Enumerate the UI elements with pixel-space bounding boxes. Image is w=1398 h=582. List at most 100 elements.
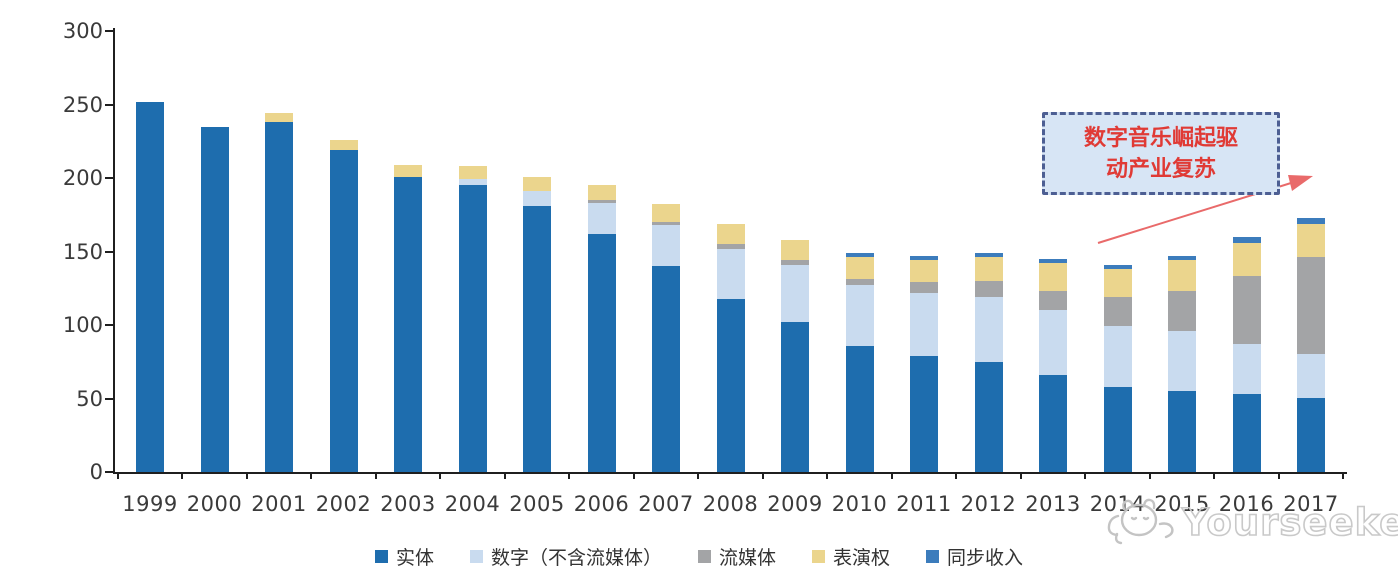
bar-segment-实体	[136, 101, 164, 472]
bar-2010	[845, 252, 874, 472]
legend-item-实体: 实体	[374, 543, 434, 570]
bar-segment-实体	[265, 122, 293, 472]
bar-segment-表演权	[1039, 263, 1067, 292]
bar-segment-实体	[845, 345, 874, 472]
y-axis-tick	[105, 471, 113, 473]
legend-swatch-icon	[812, 550, 825, 563]
bar-segment-数字（不含流媒体）	[1039, 310, 1067, 375]
bar-segment-实体	[974, 361, 1003, 472]
bar-segment-实体	[1297, 398, 1325, 472]
bar-2014	[1103, 264, 1132, 472]
bar-segment-实体	[200, 126, 229, 472]
x-axis-tick-label: 2004	[444, 492, 501, 516]
bar-segment-数字（不含流媒体）	[910, 292, 938, 356]
x-axis-tick-label: 2016	[1218, 492, 1275, 516]
bar-segment-实体	[1168, 391, 1196, 472]
x-axis-tick	[1148, 472, 1151, 479]
bar-segment-实体	[458, 185, 487, 472]
x-axis-tick-label: 2006	[573, 492, 630, 516]
bar-segment-实体	[1103, 386, 1132, 472]
y-axis-tick	[105, 103, 113, 106]
x-axis-tick	[568, 472, 571, 479]
bar-segment-数字（不含流媒体）	[845, 285, 874, 346]
annotation-text-line1: 数字音乐崛起驱	[1083, 125, 1238, 151]
bar-segment-表演权	[458, 166, 487, 180]
bar-segment-流媒体	[845, 279, 874, 286]
y-axis-tick-label: 300	[62, 19, 103, 43]
bar-segment-实体	[587, 233, 616, 472]
bar-segment-数字（不含流媒体）	[1232, 344, 1261, 395]
legend-label: 表演权	[833, 547, 891, 569]
bar-segment-实体	[652, 266, 680, 472]
legend-label: 实体	[395, 547, 434, 569]
bar-segment-表演权	[265, 113, 293, 123]
bar-segment-表演权	[587, 185, 616, 201]
bar-segment-表演权	[329, 139, 358, 151]
bar-segment-表演权	[845, 257, 874, 280]
bar-2016	[1232, 236, 1261, 472]
bar-2002	[329, 139, 358, 472]
bar-segment-流媒体	[652, 222, 680, 226]
bar-segment-实体	[910, 355, 938, 472]
bar-2005	[523, 176, 551, 472]
x-axis-tick	[955, 472, 958, 479]
x-axis-tick-label: 2002	[315, 492, 372, 516]
legend-label: 同步收入	[947, 547, 1024, 569]
bar-segment-同步收入	[1039, 258, 1067, 264]
x-axis-tick	[503, 472, 506, 479]
x-axis-tick-label: 2009	[767, 492, 823, 516]
bar-segment-流媒体	[910, 282, 938, 293]
x-axis	[113, 472, 1348, 474]
legend-label: 数字（不含流媒体）	[490, 547, 662, 569]
bar-segment-同步收入	[974, 252, 1003, 258]
y-axis-tick	[105, 324, 113, 326]
legend-item-同步收入: 同步收入	[926, 543, 1023, 570]
bar-segment-数字（不含流媒体）	[974, 297, 1003, 362]
annotation-box: 数字音乐崛起驱 动产业复苏	[1042, 112, 1280, 195]
x-axis-tick	[761, 472, 764, 479]
bar-2009	[781, 239, 809, 472]
bar-segment-表演权	[1232, 242, 1261, 277]
bar-segment-实体	[716, 298, 745, 472]
x-axis-tick-label: 1999	[122, 492, 178, 516]
bar-segment-同步收入	[1297, 217, 1325, 224]
bar-segment-数字（不含流媒体）	[523, 191, 551, 206]
x-axis-tick	[439, 472, 442, 479]
bar-2000	[200, 126, 229, 472]
bar-2013	[1039, 258, 1067, 472]
bar-segment-流媒体	[1232, 276, 1261, 345]
legend-label: 流媒体	[718, 547, 776, 569]
bar-segment-流媒体	[1039, 291, 1067, 311]
y-axis-tick	[105, 397, 113, 400]
x-axis-tick-label: 2011	[896, 492, 952, 516]
bar-segment-表演权	[394, 164, 422, 177]
bar-2006	[587, 185, 616, 472]
bar-segment-同步收入	[1168, 255, 1196, 261]
legend-swatch-icon	[469, 550, 483, 563]
x-axis-tick	[890, 472, 893, 479]
y-axis	[113, 28, 115, 474]
x-axis-tick	[697, 472, 700, 479]
legend-swatch-icon	[697, 550, 711, 563]
y-axis-tick	[105, 177, 113, 179]
bar-2008	[716, 223, 745, 472]
y-axis-tick-label: 200	[62, 166, 103, 190]
bar-segment-流媒体	[587, 200, 616, 203]
bar-segment-数字（不含流媒体）	[781, 264, 809, 323]
bar-segment-表演权	[974, 257, 1003, 281]
legend-swatch-icon	[926, 550, 940, 563]
x-axis-tick-label: 2005	[509, 492, 565, 516]
x-axis-tick-label: 2003	[380, 492, 436, 516]
x-axis-tick-label: 2014	[1089, 492, 1146, 516]
x-axis-tick-label: 2008	[702, 492, 759, 516]
bar-segment-表演权	[523, 176, 551, 192]
x-axis-tick	[632, 472, 635, 479]
x-axis-tick	[374, 472, 377, 479]
bar-segment-实体	[394, 176, 422, 472]
bar-2017	[1297, 217, 1325, 472]
y-axis-tick-label: 100	[62, 313, 103, 337]
bar-segment-表演权	[1297, 223, 1325, 258]
x-axis-tick-label: 2013	[1025, 492, 1081, 516]
x-axis-tick	[1342, 472, 1345, 479]
legend-swatch-icon	[374, 550, 388, 563]
